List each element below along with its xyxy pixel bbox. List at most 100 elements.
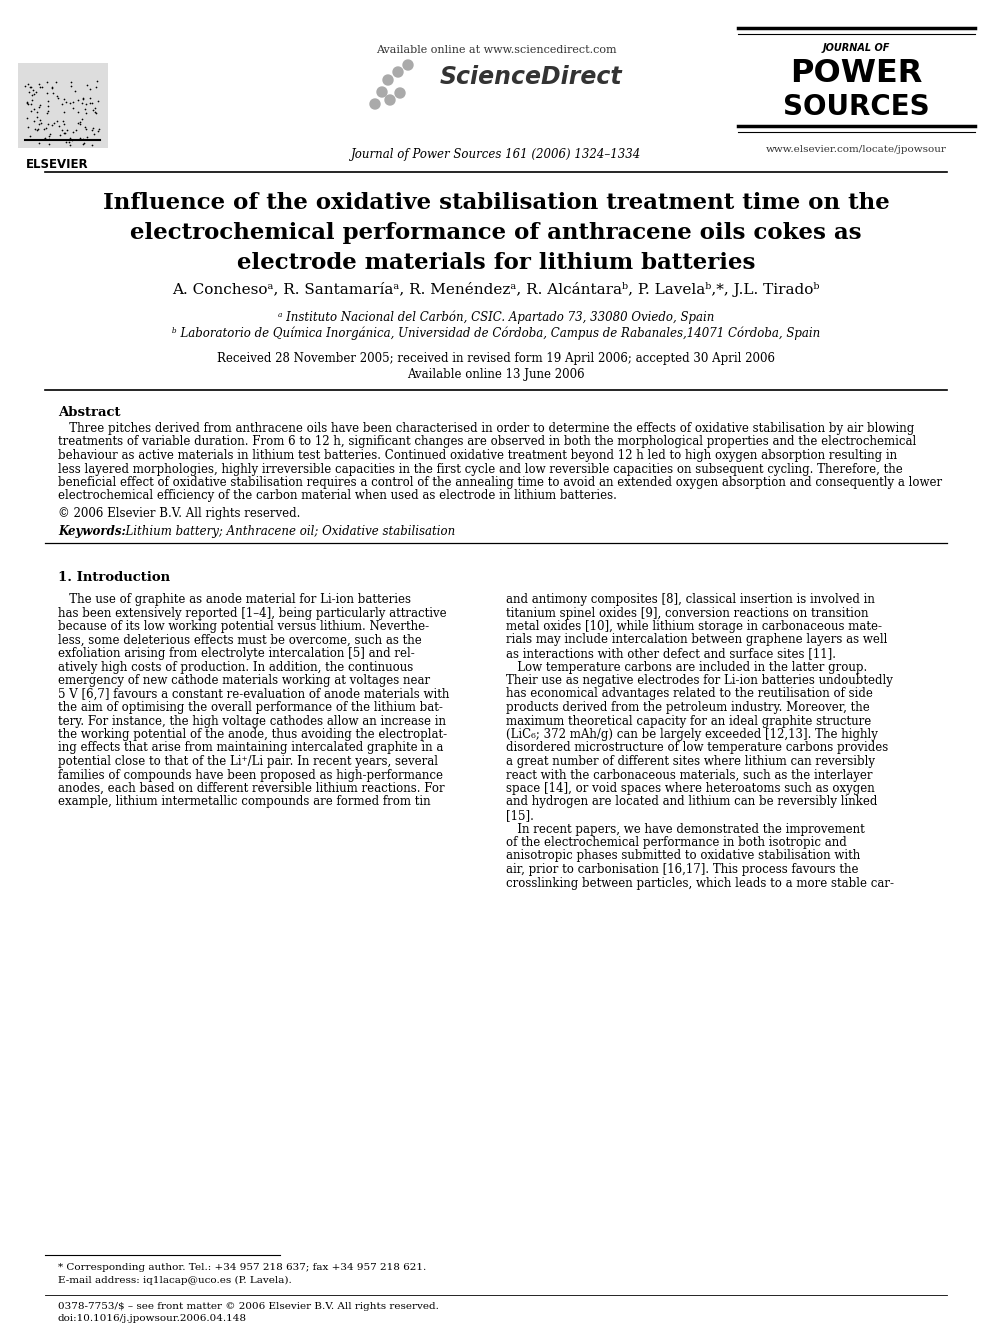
Text: doi:10.1016/j.jpowsour.2006.04.148: doi:10.1016/j.jpowsour.2006.04.148 — [58, 1314, 247, 1323]
Point — [41, 114, 57, 135]
Point — [62, 93, 77, 114]
Point — [70, 102, 86, 123]
Point — [23, 94, 39, 115]
Text: the aim of optimising the overall performance of the lithium bat-: the aim of optimising the overall perfor… — [58, 701, 442, 714]
Point — [84, 93, 100, 114]
Text: electrochemical efficiency of the carbon material when used as electrode in lith: electrochemical efficiency of the carbon… — [58, 490, 617, 503]
Point — [36, 119, 52, 140]
Point — [64, 98, 80, 119]
Point — [55, 119, 70, 140]
Point — [29, 107, 45, 128]
Point — [75, 134, 91, 155]
Point — [38, 118, 54, 139]
Point — [25, 85, 41, 106]
Point — [55, 94, 70, 115]
Point — [42, 124, 58, 146]
Point — [85, 118, 101, 139]
Point — [37, 128, 53, 149]
Point — [42, 134, 58, 155]
Text: Lithium battery; Anthracene oil; Oxidative stabilisation: Lithium battery; Anthracene oil; Oxidati… — [118, 525, 455, 538]
Point — [74, 89, 90, 110]
Point — [30, 119, 46, 140]
Text: tery. For instance, the high voltage cathodes allow an increase in: tery. For instance, the high voltage cat… — [58, 714, 446, 728]
Text: crosslinking between particles, which leads to a more stable car-: crosslinking between particles, which le… — [506, 877, 894, 889]
Text: example, lithium intermetallic compounds are formed from tin: example, lithium intermetallic compounds… — [58, 795, 431, 808]
Circle shape — [383, 75, 393, 85]
Text: emergency of new cathode materials working at voltages near: emergency of new cathode materials worki… — [58, 673, 431, 687]
Point — [39, 102, 55, 123]
Point — [68, 119, 84, 140]
Text: ELSEVIER: ELSEVIER — [26, 157, 88, 171]
Point — [53, 124, 68, 146]
Circle shape — [385, 95, 395, 105]
Point — [29, 102, 45, 123]
Point — [50, 87, 65, 108]
Text: disordered microstructure of low temperature carbons provides: disordered microstructure of low tempera… — [506, 741, 888, 754]
Text: Journal of Power Sources 161 (2006) 1324–1334: Journal of Power Sources 161 (2006) 1324… — [351, 148, 641, 161]
Point — [77, 102, 93, 123]
Point — [41, 95, 57, 116]
Text: Their use as negative electrodes for Li-ion batteries undoubtedly: Their use as negative electrodes for Li-… — [506, 673, 893, 687]
Point — [71, 111, 87, 132]
Point — [70, 112, 86, 134]
Point — [26, 111, 42, 132]
Point — [23, 101, 39, 122]
Point — [81, 93, 97, 114]
Point — [58, 123, 73, 144]
Text: 1. Introduction: 1. Introduction — [58, 572, 170, 583]
Point — [40, 101, 56, 122]
Text: www.elsevier.com/locate/jpowsour: www.elsevier.com/locate/jpowsour — [766, 146, 946, 153]
Text: potential close to that of the Li⁺/Li pair. In recent years, several: potential close to that of the Li⁺/Li pa… — [58, 755, 438, 767]
Text: [15].: [15]. — [506, 808, 534, 822]
Point — [19, 93, 35, 114]
Point — [22, 75, 38, 97]
Point — [18, 75, 34, 97]
Point — [74, 93, 90, 114]
Point — [31, 97, 47, 118]
Point — [78, 93, 94, 114]
Point — [77, 98, 93, 119]
Text: because of its low working potential versus lithium. Neverthe-: because of its low working potential ver… — [58, 620, 430, 632]
Text: rials may include intercalation between graphene layers as well: rials may include intercalation between … — [506, 634, 888, 647]
Point — [19, 107, 35, 128]
Text: In recent papers, we have demonstrated the improvement: In recent papers, we have demonstrated t… — [506, 823, 865, 836]
Point — [64, 91, 80, 112]
Point — [50, 86, 65, 107]
Point — [52, 116, 67, 138]
Point — [62, 131, 77, 152]
Point — [46, 82, 62, 103]
Text: behaviour as active materials in lithium test batteries. Continued oxidative tre: behaviour as active materials in lithium… — [58, 448, 897, 462]
Circle shape — [377, 87, 387, 97]
Point — [90, 90, 106, 111]
Point — [23, 77, 39, 98]
Point — [58, 91, 73, 112]
Point — [70, 90, 86, 111]
Point — [21, 116, 37, 138]
Text: less layered morphologies, highly irreversible capacities in the first cycle and: less layered morphologies, highly irreve… — [58, 463, 903, 475]
Point — [21, 74, 37, 95]
Point — [20, 93, 36, 114]
Point — [59, 132, 74, 153]
Text: Available online 13 June 2006: Available online 13 June 2006 — [407, 368, 585, 381]
Point — [86, 123, 102, 144]
Text: titanium spinel oxides [9], conversion reactions on transition: titanium spinel oxides [9], conversion r… — [506, 606, 869, 619]
Text: has economical advantages related to the reutilisation of side: has economical advantages related to the… — [506, 688, 873, 700]
Point — [57, 122, 72, 143]
Circle shape — [393, 67, 403, 77]
Circle shape — [395, 89, 405, 98]
Text: air, prior to carbonisation [16,17]. This process favours the: air, prior to carbonisation [16,17]. Thi… — [506, 863, 858, 876]
Text: SOURCES: SOURCES — [783, 93, 930, 120]
Point — [31, 114, 47, 135]
Text: 5 V [6,7] favours a constant re-evaluation of anode materials with: 5 V [6,7] favours a constant re-evaluati… — [58, 688, 449, 700]
Point — [75, 87, 91, 108]
Text: ing effects that arise from maintaining intercalated graphite in a: ing effects that arise from maintaining … — [58, 741, 443, 754]
Point — [32, 95, 48, 116]
Point — [85, 99, 101, 120]
Text: ᵇ Laboratorio de Química Inorgánica, Universidad de Córdoba, Campus de Rabanales: ᵇ Laboratorio de Química Inorgánica, Uni… — [172, 327, 820, 340]
Text: ᵃ Instituto Nacional del Carbón, CSIC. Apartado 73, 33080 Oviedo, Spain: ᵃ Instituto Nacional del Carbón, CSIC. A… — [278, 310, 714, 324]
Point — [31, 132, 47, 153]
Point — [82, 78, 98, 99]
Point — [28, 81, 44, 102]
Point — [87, 101, 103, 122]
Text: (LiC₆; 372 mAh/g) can be largely exceeded [12,13]. The highly: (LiC₆; 372 mAh/g) can be largely exceede… — [506, 728, 878, 741]
